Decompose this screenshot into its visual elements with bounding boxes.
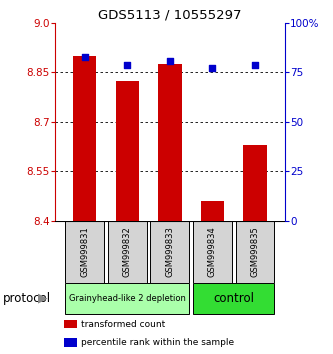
FancyBboxPatch shape <box>193 283 274 314</box>
Text: ▶: ▶ <box>38 292 48 305</box>
Point <box>125 62 130 67</box>
FancyBboxPatch shape <box>65 221 104 283</box>
Title: GDS5113 / 10555297: GDS5113 / 10555297 <box>98 9 241 22</box>
Text: transformed count: transformed count <box>81 320 166 329</box>
Text: GSM999834: GSM999834 <box>208 226 217 277</box>
Text: GSM999831: GSM999831 <box>80 226 89 277</box>
Bar <box>73 56 97 221</box>
Text: GSM999832: GSM999832 <box>123 226 132 277</box>
FancyBboxPatch shape <box>65 283 189 314</box>
Bar <box>64 338 77 347</box>
Bar <box>243 145 267 221</box>
Bar <box>64 320 77 329</box>
Bar <box>116 81 139 221</box>
FancyBboxPatch shape <box>235 221 274 283</box>
Point <box>210 65 215 71</box>
Point <box>82 54 87 59</box>
Bar <box>158 64 181 221</box>
FancyBboxPatch shape <box>193 221 232 283</box>
Point <box>167 58 172 63</box>
FancyBboxPatch shape <box>151 221 189 283</box>
Text: GSM999835: GSM999835 <box>250 226 259 277</box>
Text: Grainyhead-like 2 depletion: Grainyhead-like 2 depletion <box>69 294 186 303</box>
Bar <box>201 201 224 221</box>
Text: protocol: protocol <box>3 292 52 305</box>
Text: percentile rank within the sample: percentile rank within the sample <box>81 338 234 347</box>
Text: GSM999833: GSM999833 <box>165 226 174 277</box>
Text: control: control <box>213 292 254 305</box>
Point <box>252 62 258 67</box>
FancyBboxPatch shape <box>108 221 147 283</box>
